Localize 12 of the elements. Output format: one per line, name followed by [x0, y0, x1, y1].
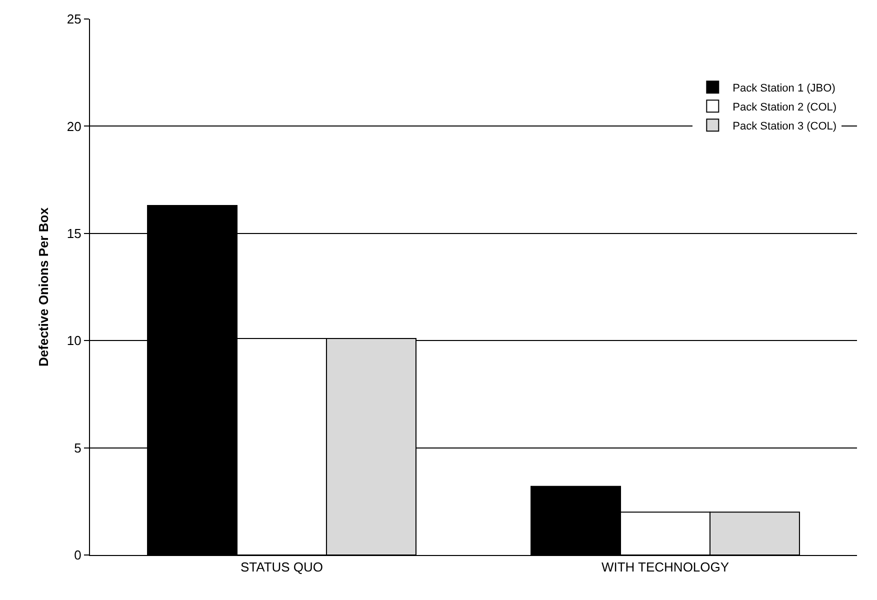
x-tick-label: WITH TECHNOLOGY — [601, 560, 730, 575]
y-tick-label: 25 — [66, 12, 82, 27]
legend-label: Pack Station 1 (JBO) — [732, 82, 836, 94]
legend-label: Pack Station 2 (COL) — [732, 101, 837, 114]
y-tick-label: 15 — [66, 226, 82, 241]
y-tick-label: 0 — [74, 548, 82, 563]
legend-label: Pack Station 3 (COL) — [732, 120, 837, 132]
x-tick-label: STATUS QUO — [240, 560, 324, 575]
y-axis-title: Defective Onions Per Box — [36, 206, 51, 366]
y-tick-label: 5 — [74, 440, 82, 456]
y-tick-label: 10 — [66, 333, 82, 348]
y-tick-label: 20 — [66, 118, 82, 134]
